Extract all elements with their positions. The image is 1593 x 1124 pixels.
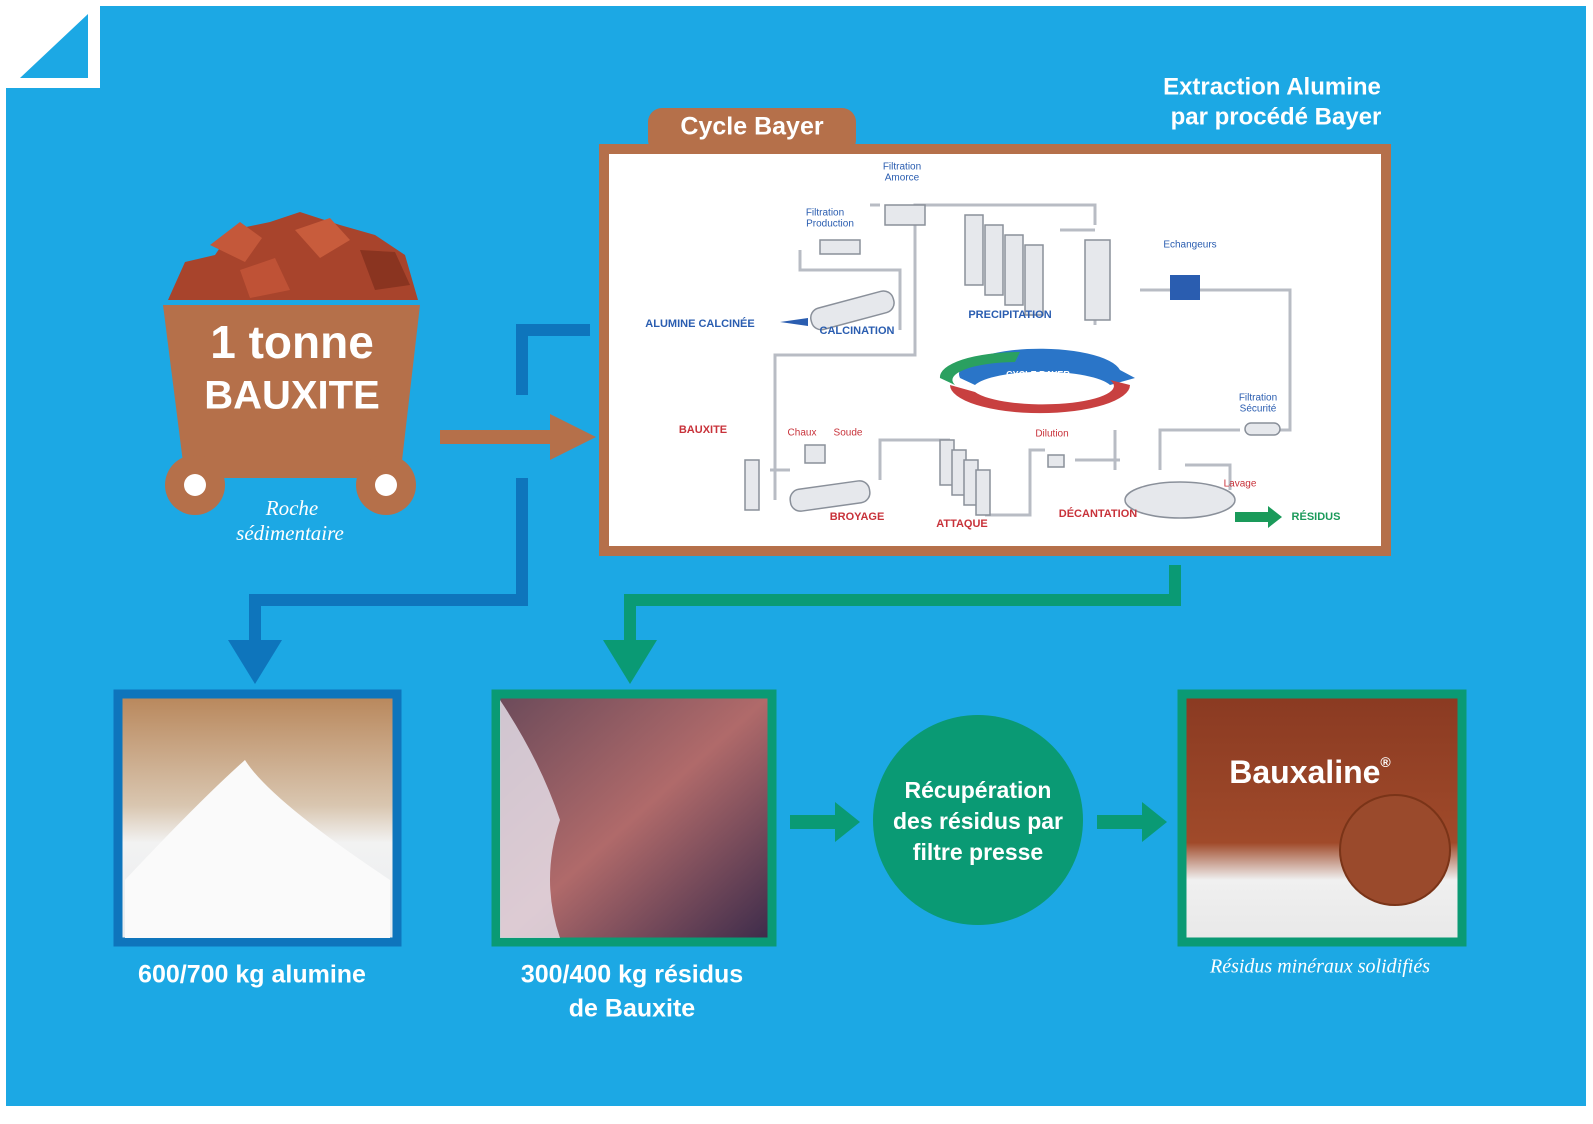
output-caption: 600/700 kg alumine (138, 961, 366, 989)
schematic-label: Sécurité (1240, 404, 1277, 415)
schematic-label: Filtration (883, 162, 921, 173)
schematic-label: DÉCANTATION (1059, 507, 1137, 520)
tank (964, 214, 984, 286)
decanter (1124, 481, 1236, 519)
dilution-tank (1047, 454, 1065, 468)
schematic-label: Filtration (1239, 393, 1277, 404)
cart-caption: Roche (265, 496, 318, 520)
output-caption: de Bauxite (569, 995, 696, 1023)
recovery-circle (873, 715, 1083, 925)
tank (1084, 239, 1111, 321)
cycle-tab-label: Cycle Bayer (680, 113, 823, 141)
schematic-label: BAUXITE (679, 424, 727, 436)
filter (884, 204, 926, 226)
residue-arrow (1235, 506, 1282, 528)
filter (819, 239, 861, 255)
flow-arrow (790, 802, 860, 842)
schematic-label: Soude (834, 428, 863, 439)
bauxaline-sample (1339, 794, 1451, 906)
cycle-arrow (939, 351, 1020, 385)
exchanger (1170, 275, 1200, 300)
cycle-box (599, 144, 1391, 556)
mill (744, 459, 760, 511)
recovery-label: filtre presse (913, 839, 1043, 865)
schematic-label: PRECIPITATION (968, 309, 1051, 321)
residue-arrowhead (603, 640, 657, 684)
output-caption: 300/400 kg résidus (521, 961, 743, 989)
alumina-arrowhead (228, 640, 282, 684)
residue-shore (500, 700, 560, 938)
tank (1004, 234, 1024, 306)
cycle-tab (648, 108, 856, 154)
recovery-label: des résidus par (893, 808, 1063, 834)
schematic-label: Filtration (806, 208, 844, 219)
filter (1244, 422, 1281, 436)
bauxaline-mark: ® (1380, 754, 1391, 770)
output-caption: Résidus minéraux solidifiés (1209, 956, 1430, 978)
hopper (804, 444, 826, 464)
schematic-label: Echangeurs (1163, 240, 1216, 251)
bauxite-rocks (168, 212, 418, 300)
bauxaline-name: Bauxaline® (1229, 754, 1391, 791)
alumina-flow (249, 324, 590, 650)
cycle-arrow (950, 380, 1130, 414)
schematic-label: ALUMINE CALCINÉE (645, 317, 754, 330)
schematic-label: CYCLE BAYER (1006, 369, 1070, 379)
kiln (810, 290, 895, 331)
schematic-label: Production (806, 219, 854, 230)
bauxaline-name-text: Bauxaline (1229, 754, 1380, 790)
header-line: par procédé Bayer (1171, 103, 1382, 130)
input-arrow (440, 414, 596, 460)
recovery-label: Récupération (905, 777, 1052, 803)
header-line: Extraction Alumine (1163, 73, 1381, 100)
cart-label: 1 tonne (210, 316, 374, 368)
schematic-label: ATTAQUE (936, 518, 988, 530)
alumina-pile (125, 760, 390, 938)
schematic-label: CALCINATION (820, 325, 895, 337)
process-schematic (744, 203, 1292, 528)
mill (789, 480, 871, 512)
cart-caption: sédimentaire (236, 521, 344, 545)
schematic-label: Chaux (788, 428, 817, 439)
flow-arrow (1097, 802, 1167, 842)
schematic-label: Amorce (885, 173, 920, 184)
wheel-hub (375, 474, 397, 496)
cart (163, 305, 420, 478)
reactor (975, 469, 991, 516)
wheel-hub (184, 474, 206, 496)
corner-triangle (20, 14, 88, 78)
alumina-arrow (780, 318, 808, 326)
tank (1024, 244, 1044, 316)
residue-flow (624, 565, 1181, 650)
tank (984, 224, 1004, 296)
schematic-label: BROYAGE (830, 511, 885, 523)
schematic-label: Dilution (1035, 429, 1068, 440)
schematic-label: Lavage (1224, 479, 1257, 490)
cart-label: BAUXITE (204, 374, 380, 418)
schematic-label: RÉSIDUS (1292, 510, 1341, 523)
